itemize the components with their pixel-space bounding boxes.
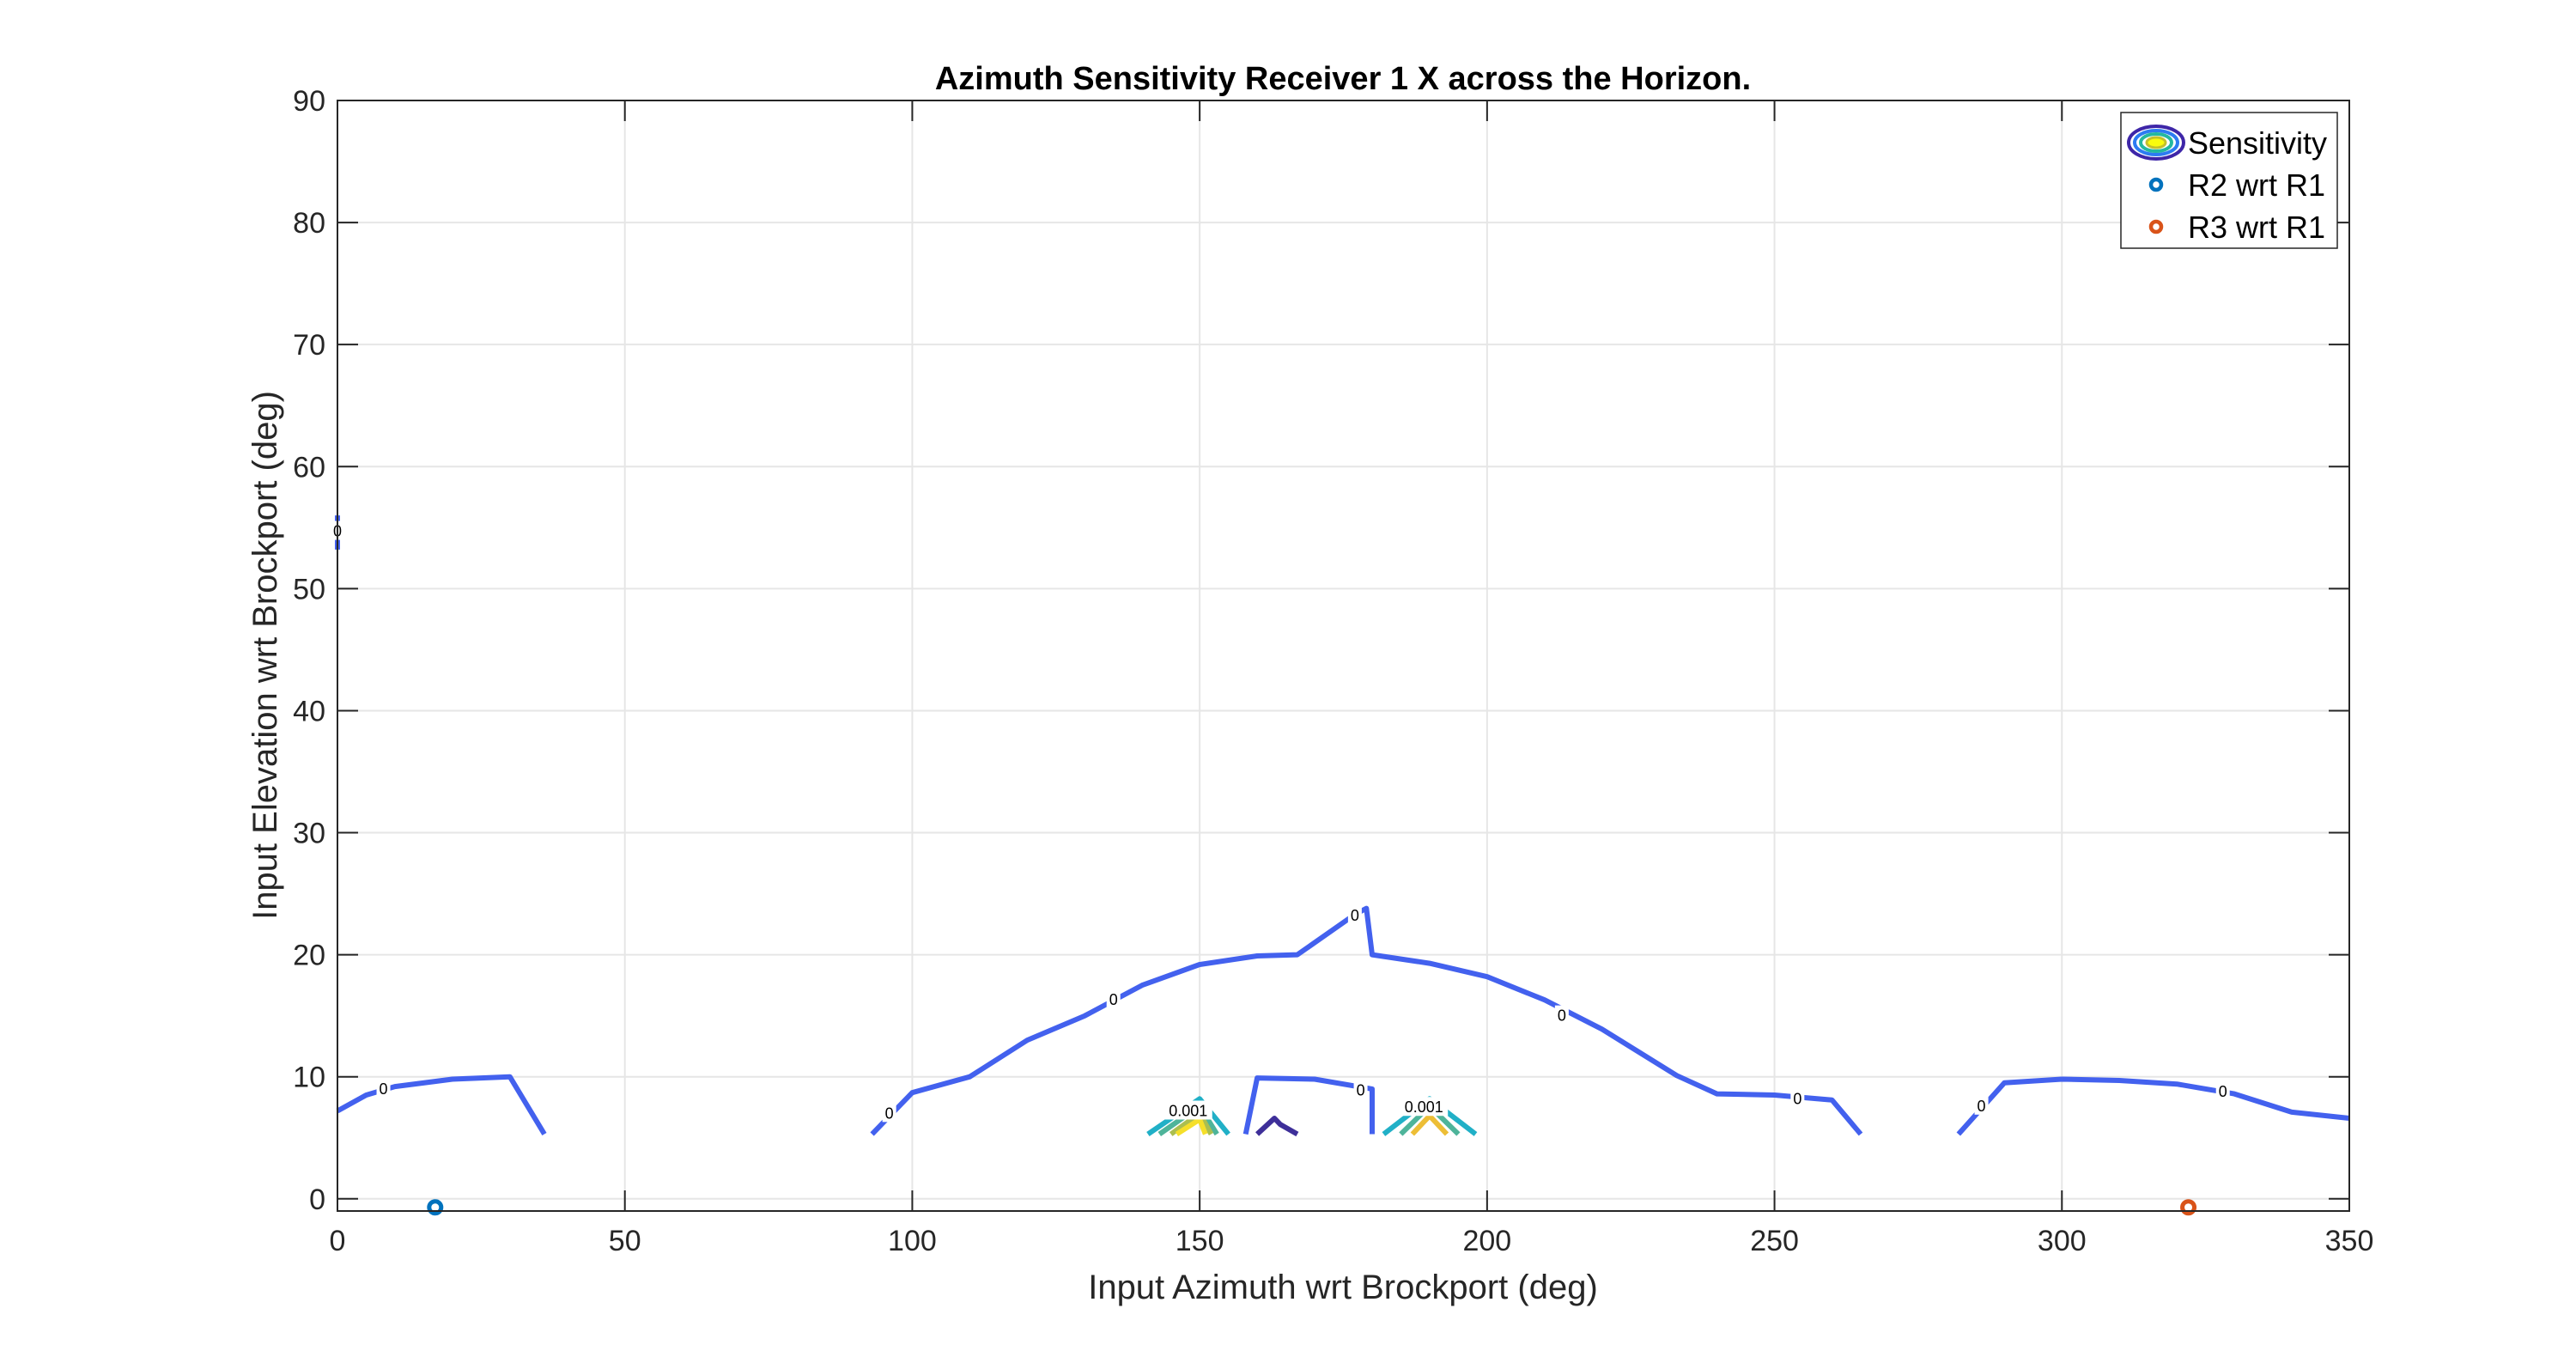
contour-label-bg [1400,1097,1449,1117]
contour-level-label: 0 [1109,991,1118,1008]
plot-area [337,100,2349,1211]
x-tick-label: 150 [1176,1225,1224,1257]
contour-level-label: 0 [2219,1083,2227,1100]
legend-entry-r3: R3 wrt R1 [2148,210,2325,245]
contour-label-bg [1790,1088,1805,1108]
contour-level-label: 0.001 [1405,1098,1443,1116]
contour-line [1242,1075,1375,1135]
marker-circle-icon [2148,219,2164,234]
y-tick-label: 80 [293,207,325,240]
y-tick-label: 50 [293,573,325,606]
legend-entry-sensitivity: Sensitivity [2127,125,2327,161]
legend-label: R2 wrt R1 [2188,167,2325,203]
contour-swatch-icon [2127,125,2185,161]
contour-line [870,905,1863,1136]
axes-box [337,100,2350,1212]
contour-label-bg [1106,989,1121,1009]
receiver-point [427,1199,444,1216]
tick-marks [337,100,2350,1211]
x-tick-label: 0 [330,1225,346,1257]
contour-label-bg [1353,1080,1368,1099]
contour-level-label: 0 [1357,1081,1365,1098]
contour-line [1146,1096,1230,1136]
y-tick-label: 30 [293,818,325,850]
contour-label-bg [882,1103,896,1123]
x-tick-label: 300 [2038,1225,2087,1257]
contour-label-bg [1554,1005,1569,1025]
y-tick-label: 90 [293,85,325,118]
y-tick-label: 70 [293,329,325,362]
marker-circle-icon [2148,177,2164,192]
y-tick-label: 40 [293,695,325,727]
x-tick-labels: 0 50 100 150 200 250 300 350 [330,1225,2374,1257]
contour-level-label: 0.001 [1169,1102,1207,1119]
legend-entry-r2: R2 wrt R1 [2148,167,2325,203]
y-axis-label: Input Elevation wrt Brockport (deg) [246,391,284,920]
y-tick-label: 0 [309,1184,325,1216]
contour-line [336,1074,547,1136]
x-tick-label: 350 [2325,1225,2374,1257]
receiver-point [2180,1199,2197,1216]
y-tick-label: 20 [293,940,325,972]
contour-label-bg [376,1078,391,1098]
contour-label-bg [1163,1100,1212,1120]
y-tick-labels: 0 10 20 30 40 50 60 70 80 90 [293,85,325,1216]
contour-label-bg [2215,1080,2230,1100]
x-tick-label: 50 [609,1225,641,1257]
x-tick-label: 250 [1750,1225,1799,1257]
contour-level-label: 0 [1793,1090,1801,1107]
contour-label-bg [1347,905,1362,925]
contour-level-label: 0 [1978,1098,1986,1115]
legend: Sensitivity R2 wrt R1 R3 wrt R1 [2120,112,2338,249]
y-tick-label: 60 [293,451,325,484]
legend-label: R3 wrt R1 [2188,210,2325,245]
contour-level-label: 0 [1351,907,1359,924]
contour-line [1956,1076,2350,1136]
y-tick-label: 10 [293,1062,325,1094]
x-tick-label: 200 [1462,1225,1511,1257]
contour-level-label: 0 [380,1080,388,1098]
contour-level-label: 0 [885,1105,894,1122]
x-axis-label: Input Azimuth wrt Brockport (deg) [1088,1269,1598,1306]
contour-level-label: 0 [1558,1007,1566,1025]
chart-title: Azimuth Sensitivity Receiver 1 X across … [935,61,1751,97]
x-tick-label: 100 [888,1225,937,1257]
contour-label-bg [1974,1095,1989,1115]
legend-label: Sensitivity [2188,125,2327,161]
contour-line [1255,1116,1299,1137]
receiver-markers [427,1199,2197,1216]
